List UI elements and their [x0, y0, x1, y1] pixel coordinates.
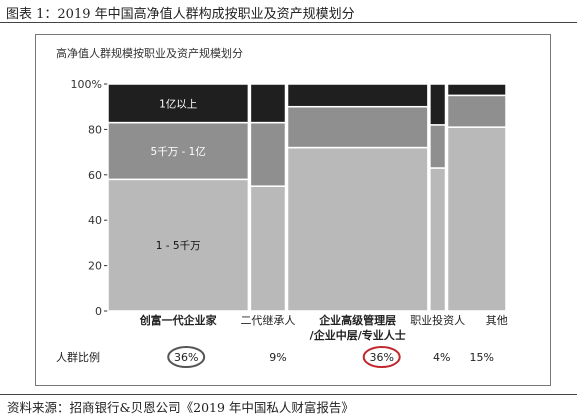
category-label: 职业投资人	[410, 313, 465, 327]
segment-label: 1 - 5千万	[156, 240, 201, 252]
y-tick-label: 0	[95, 305, 102, 318]
width-label: 9%	[269, 351, 286, 364]
highlight-circle	[362, 346, 401, 368]
bar-segment	[249, 121, 287, 187]
y-tick-label: 40	[88, 214, 102, 227]
y-tick-label: 100%	[71, 78, 102, 91]
category-label: 创富一代企业家	[139, 313, 218, 327]
bar-segment	[429, 124, 447, 169]
y-tick-label: 20	[88, 260, 102, 273]
bar-segment	[429, 83, 447, 126]
category-label: /企业中层/专业人士	[310, 328, 406, 342]
y-tick-label: 80	[88, 123, 102, 136]
chart-title: 高净值人群规模按职业及资产规模划分	[56, 46, 243, 60]
category-label: 二代继承人	[240, 314, 295, 327]
bar-segment	[286, 146, 429, 312]
width-label: 4%	[433, 351, 450, 364]
y-tick-label: 60	[88, 169, 102, 182]
highlight-circle	[167, 346, 206, 368]
bar-segment	[286, 105, 429, 149]
title-divider	[0, 22, 577, 23]
source-note: 资料来源：招商银行&贝恩公司《2019 年中国私人财富报告》	[7, 400, 354, 415]
bar-segment	[249, 185, 287, 312]
bar-segment	[107, 178, 250, 312]
width-label: 15%	[470, 351, 494, 364]
figure-title: 图表 1：2019 年中国高净值人群构成按职业及资产规模划分	[6, 7, 355, 22]
category-label: 企业高级管理层	[318, 313, 396, 327]
segment-label: 5千万 - 1亿	[151, 145, 206, 158]
footer-divider	[0, 394, 577, 395]
bar-segment	[286, 83, 429, 108]
width-label: 36%	[369, 351, 393, 364]
segment-label: 1亿以上	[159, 97, 197, 110]
bar-segment	[446, 83, 507, 97]
bar-segment	[249, 83, 287, 124]
category-label: 其他	[486, 314, 508, 327]
bar-segment	[446, 94, 507, 128]
bar-segment	[107, 83, 250, 124]
bar-segment	[446, 126, 507, 312]
width-label: 36%	[174, 351, 198, 364]
width-row-label: 人群比例	[56, 350, 100, 364]
bar-segment	[429, 167, 447, 312]
